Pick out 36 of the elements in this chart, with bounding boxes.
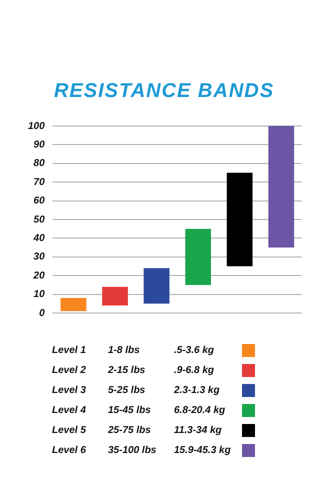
y-tick-label: 50	[34, 214, 46, 226]
text: 25-75 lbs	[108, 425, 151, 436]
y-tick-label: 60	[34, 196, 46, 207]
text: .9-6.8 kg	[174, 365, 214, 376]
y-tick-label: 100	[28, 120, 46, 132]
bar	[226, 172, 253, 266]
bar	[268, 126, 294, 248]
text: 35-100 lbs	[108, 445, 156, 456]
text: Level 6	[52, 445, 86, 456]
text: 1-8 lbs	[108, 345, 140, 356]
text: 11.3-34 kg	[174, 425, 222, 436]
y-tick-label: 80	[34, 158, 46, 170]
text: Level 3	[52, 385, 86, 396]
text: 6.8-20.4 kg	[174, 405, 226, 416]
bar	[102, 286, 128, 306]
y-tick-label: 30	[34, 252, 46, 263]
text: Level 2	[52, 365, 86, 376]
text: 2.3-1.3 kg	[174, 385, 220, 396]
bar	[144, 268, 170, 304]
y-tick-label: 0	[39, 308, 46, 319]
text: Level 4	[52, 405, 86, 416]
text: 15-45 lbs	[108, 405, 151, 416]
text: Level 5	[52, 425, 86, 436]
text: 2-15 lbs	[108, 365, 146, 376]
bar	[185, 228, 211, 285]
bar	[60, 298, 86, 312]
text: Level 1	[52, 345, 86, 356]
y-tick-label: 70	[34, 176, 46, 188]
chart-title: RESISTANCE BANDS	[52, 80, 276, 103]
text: 5-25 lbs	[108, 385, 146, 396]
y-tick-label: 20	[32, 270, 46, 282]
text: 15.9-45.3 kg	[174, 445, 231, 456]
y-tick-label: 90	[34, 139, 46, 150]
text: .5-3.6 kg	[174, 345, 214, 356]
y-tick-label: 10	[34, 289, 46, 300]
y-tick-label: 40	[32, 232, 46, 244]
